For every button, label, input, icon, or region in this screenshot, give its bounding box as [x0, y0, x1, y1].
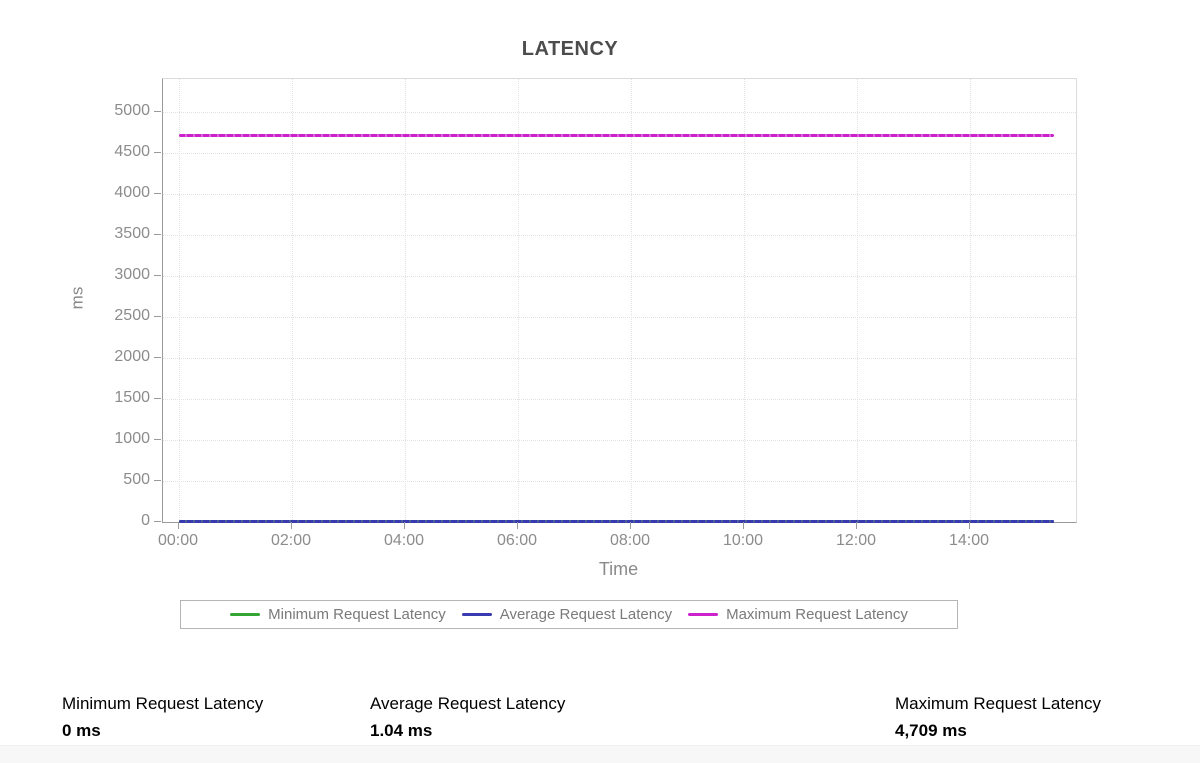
chart-title: LATENCY — [521, 38, 619, 60]
stat-label: Minimum Request Latency — [62, 694, 264, 713]
legend-item-label: Minimum Request Latency — [268, 606, 446, 623]
v-gridline — [405, 79, 406, 522]
x-tick-mark — [630, 522, 631, 529]
y-tick-label: 5000 — [114, 102, 150, 119]
y-axis-title: ms — [67, 286, 87, 310]
h-gridline — [163, 317, 1076, 318]
stats-row: Minimum Request Latency 0 ms Average Reque… — [0, 694, 1200, 746]
y-tick-label: 1500 — [114, 389, 150, 406]
y-tick-mark — [154, 152, 161, 153]
x-tick-label: 02:00 — [270, 532, 312, 549]
y-tick-mark — [154, 111, 161, 112]
x-tick-mark — [969, 522, 970, 529]
y-tick-label: 3500 — [114, 225, 150, 242]
x-tick-label: 14:00 — [948, 532, 990, 549]
stat-block: Average Request Latency 1.04 ms — [370, 694, 565, 741]
legend-item-minimum-request-latency[interactable]: Minimum Request Latency — [230, 606, 446, 623]
y-tick-mark — [154, 316, 161, 317]
h-gridline — [163, 194, 1076, 195]
h-gridline — [163, 235, 1076, 236]
x-tick-label: 06:00 — [496, 532, 538, 549]
legend-swatch-icon — [688, 613, 719, 616]
h-gridline — [163, 358, 1076, 359]
y-tick-mark — [154, 439, 161, 440]
v-gridline — [970, 79, 971, 522]
h-gridline — [163, 440, 1076, 441]
x-tick-mark — [178, 522, 179, 529]
y-tick-label: 2000 — [114, 348, 150, 365]
series-line-maximum-request-latency — [179, 134, 1054, 138]
legend-swatch-icon — [461, 613, 492, 616]
x-tick-label: 04:00 — [383, 532, 425, 549]
y-tick-mark — [154, 480, 161, 481]
legend-item-label: Maximum Request Latency — [726, 606, 908, 623]
y-tick-label: 4000 — [114, 184, 150, 201]
h-gridline — [163, 481, 1076, 482]
v-gridline — [518, 79, 519, 522]
y-tick-label: 2500 — [114, 307, 150, 324]
y-tick-label: 1000 — [114, 430, 150, 447]
h-gridline — [163, 399, 1076, 400]
x-axis-title: Time — [598, 559, 639, 579]
h-gridline — [163, 276, 1076, 277]
y-tick-label: 0 — [141, 512, 150, 529]
stat-value: 4,709 ms — [895, 721, 967, 740]
x-tick-mark — [404, 522, 405, 529]
legend-swatch-icon — [230, 613, 261, 616]
bottom-section-edge — [0, 745, 1200, 763]
stat-label: Average Request Latency — [370, 694, 566, 713]
h-gridline — [163, 153, 1076, 154]
y-tick-mark — [154, 398, 161, 399]
y-tick-label: 500 — [123, 471, 150, 488]
x-tick-label: 12:00 — [835, 532, 877, 549]
legend-item-label: Average Request Latency — [499, 606, 673, 623]
legend-item-average-request-latency[interactable]: Average Request Latency — [461, 606, 673, 623]
v-gridline — [631, 79, 632, 522]
v-gridline — [857, 79, 858, 522]
x-tick-mark — [517, 522, 518, 529]
x-tick-label: 10:00 — [722, 532, 764, 549]
plot-area — [162, 78, 1077, 523]
legend-item-maximum-request-latency[interactable]: Maximum Request Latency — [688, 606, 908, 623]
stat-block: Minimum Request Latency 0 ms — [62, 694, 263, 741]
v-gridline — [292, 79, 293, 522]
stat-value: 1.04 ms — [370, 721, 433, 740]
v-gridline — [179, 79, 180, 522]
x-tick-label: 00:00 — [157, 532, 199, 549]
y-tick-mark — [154, 275, 161, 276]
h-gridline — [163, 112, 1076, 113]
x-tick-mark — [856, 522, 857, 529]
stat-value: 0 ms — [62, 721, 101, 740]
v-gridline — [744, 79, 745, 522]
y-tick-label: 3000 — [114, 266, 150, 283]
y-tick-mark — [154, 357, 161, 358]
y-tick-label: 4500 — [114, 143, 150, 160]
x-tick-label: 08:00 — [609, 532, 651, 549]
y-tick-mark — [154, 193, 161, 194]
stat-block: Maximum Request Latency 4,709 ms — [895, 694, 1101, 741]
legend: Minimum Request Latency Average Request L… — [180, 600, 958, 629]
stat-label: Maximum Request Latency — [895, 694, 1101, 713]
y-tick-mark — [154, 521, 161, 522]
x-tick-mark — [743, 522, 744, 529]
series-line-average-request-latency — [179, 520, 1054, 523]
y-tick-mark — [154, 234, 161, 235]
x-tick-mark — [291, 522, 292, 529]
